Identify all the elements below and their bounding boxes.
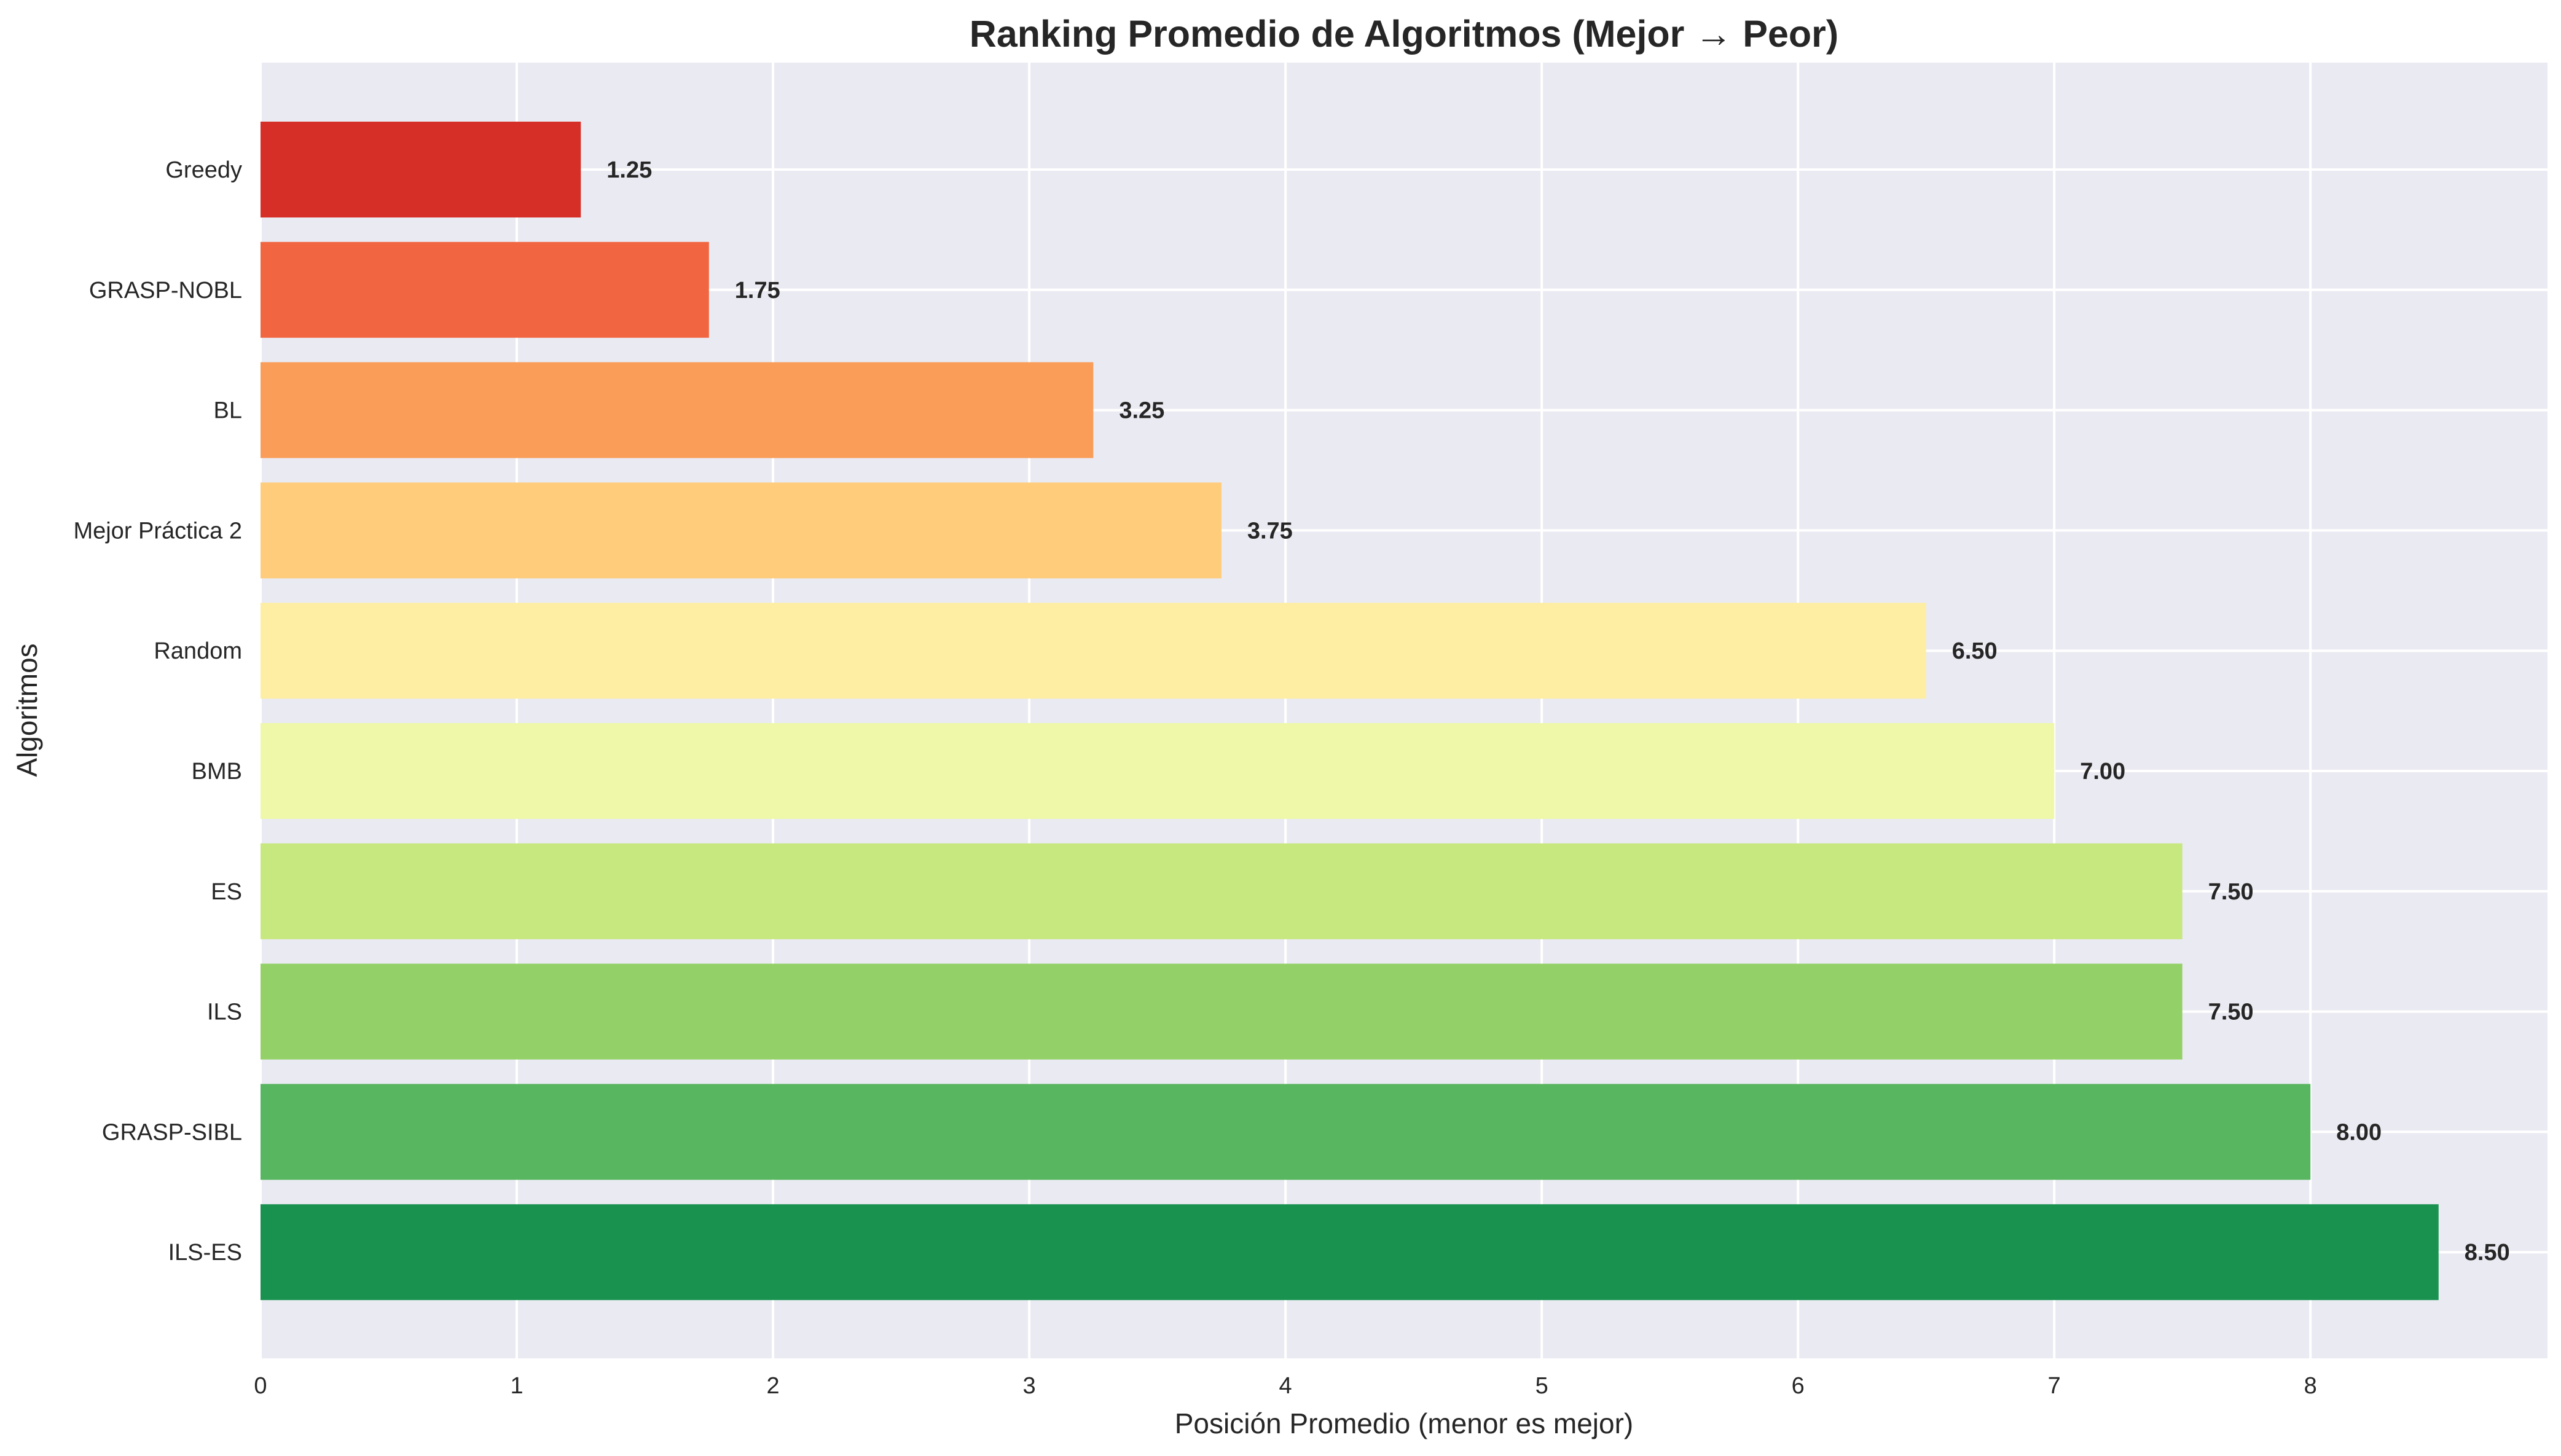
y-tick-label: ILS [207,1000,242,1025]
x-tick-label: 8 [2304,1373,2317,1399]
bar [261,122,581,217]
bar-value-label: 7.50 [2208,1000,2254,1025]
y-tick-label: GRASP-NOBL [89,278,242,303]
bar [261,603,1926,699]
bar [261,723,2055,819]
y-tick-label: GRASP-SIBL [102,1119,242,1145]
bar-value-label: 7.50 [2208,879,2254,905]
bar-value-label: 6.50 [1952,638,1998,664]
x-tick-label: 7 [2048,1373,2061,1399]
bar-value-label: 7.00 [2080,759,2125,785]
bar-value-label: 1.25 [606,157,652,183]
x-tick-labels: 0 1 2 3 4 5 6 7 8 [254,1373,2316,1399]
bar [261,1204,2439,1301]
bars [261,122,2439,1301]
chart-title: Ranking Promedio de Algoritmos (Mejor → … [970,13,1838,55]
x-tick-label: 6 [1792,1373,1805,1399]
x-tick-label: 5 [1535,1373,1548,1399]
x-tick-label: 2 [766,1373,779,1399]
value-labels: 1.25 1.75 3.25 3.75 6.50 7.00 7.50 7.50 8.00 8.50 [606,157,2509,1266]
y-tick-label: Random [154,638,242,664]
y-tick-label: ES [211,879,242,905]
y-tick-label: BL [214,398,242,424]
y-tick-label: Greedy [165,157,242,183]
x-tick-label: 0 [254,1373,267,1399]
bar [261,241,709,338]
bar [261,1084,2311,1180]
bar [261,482,1222,579]
bar-value-label: 8.50 [2465,1240,2510,1266]
bar [261,963,2183,1060]
y-tick-labels: Greedy GRASP-NOBL BL Mejor Práctica 2 Random… [73,157,242,1266]
x-tick-label: 4 [1279,1373,1292,1399]
x-axis-label: Posición Promedio (menor es mejor) [1175,1407,1634,1439]
bar-value-label: 8.00 [2336,1119,2382,1145]
y-tick-label: BMB [192,759,242,785]
y-tick-label: Mejor Práctica 2 [73,518,242,544]
y-tick-label: ILS-ES [168,1240,242,1266]
bar [261,843,2183,939]
bar-value-label: 3.75 [1247,518,1293,544]
x-tick-label: 3 [1023,1373,1036,1399]
bar-value-label: 1.75 [735,278,780,303]
bar [261,362,1094,458]
bar-value-label: 3.25 [1119,398,1164,424]
y-axis-label: Algoritmos [11,643,43,777]
x-tick-label: 1 [510,1373,523,1399]
